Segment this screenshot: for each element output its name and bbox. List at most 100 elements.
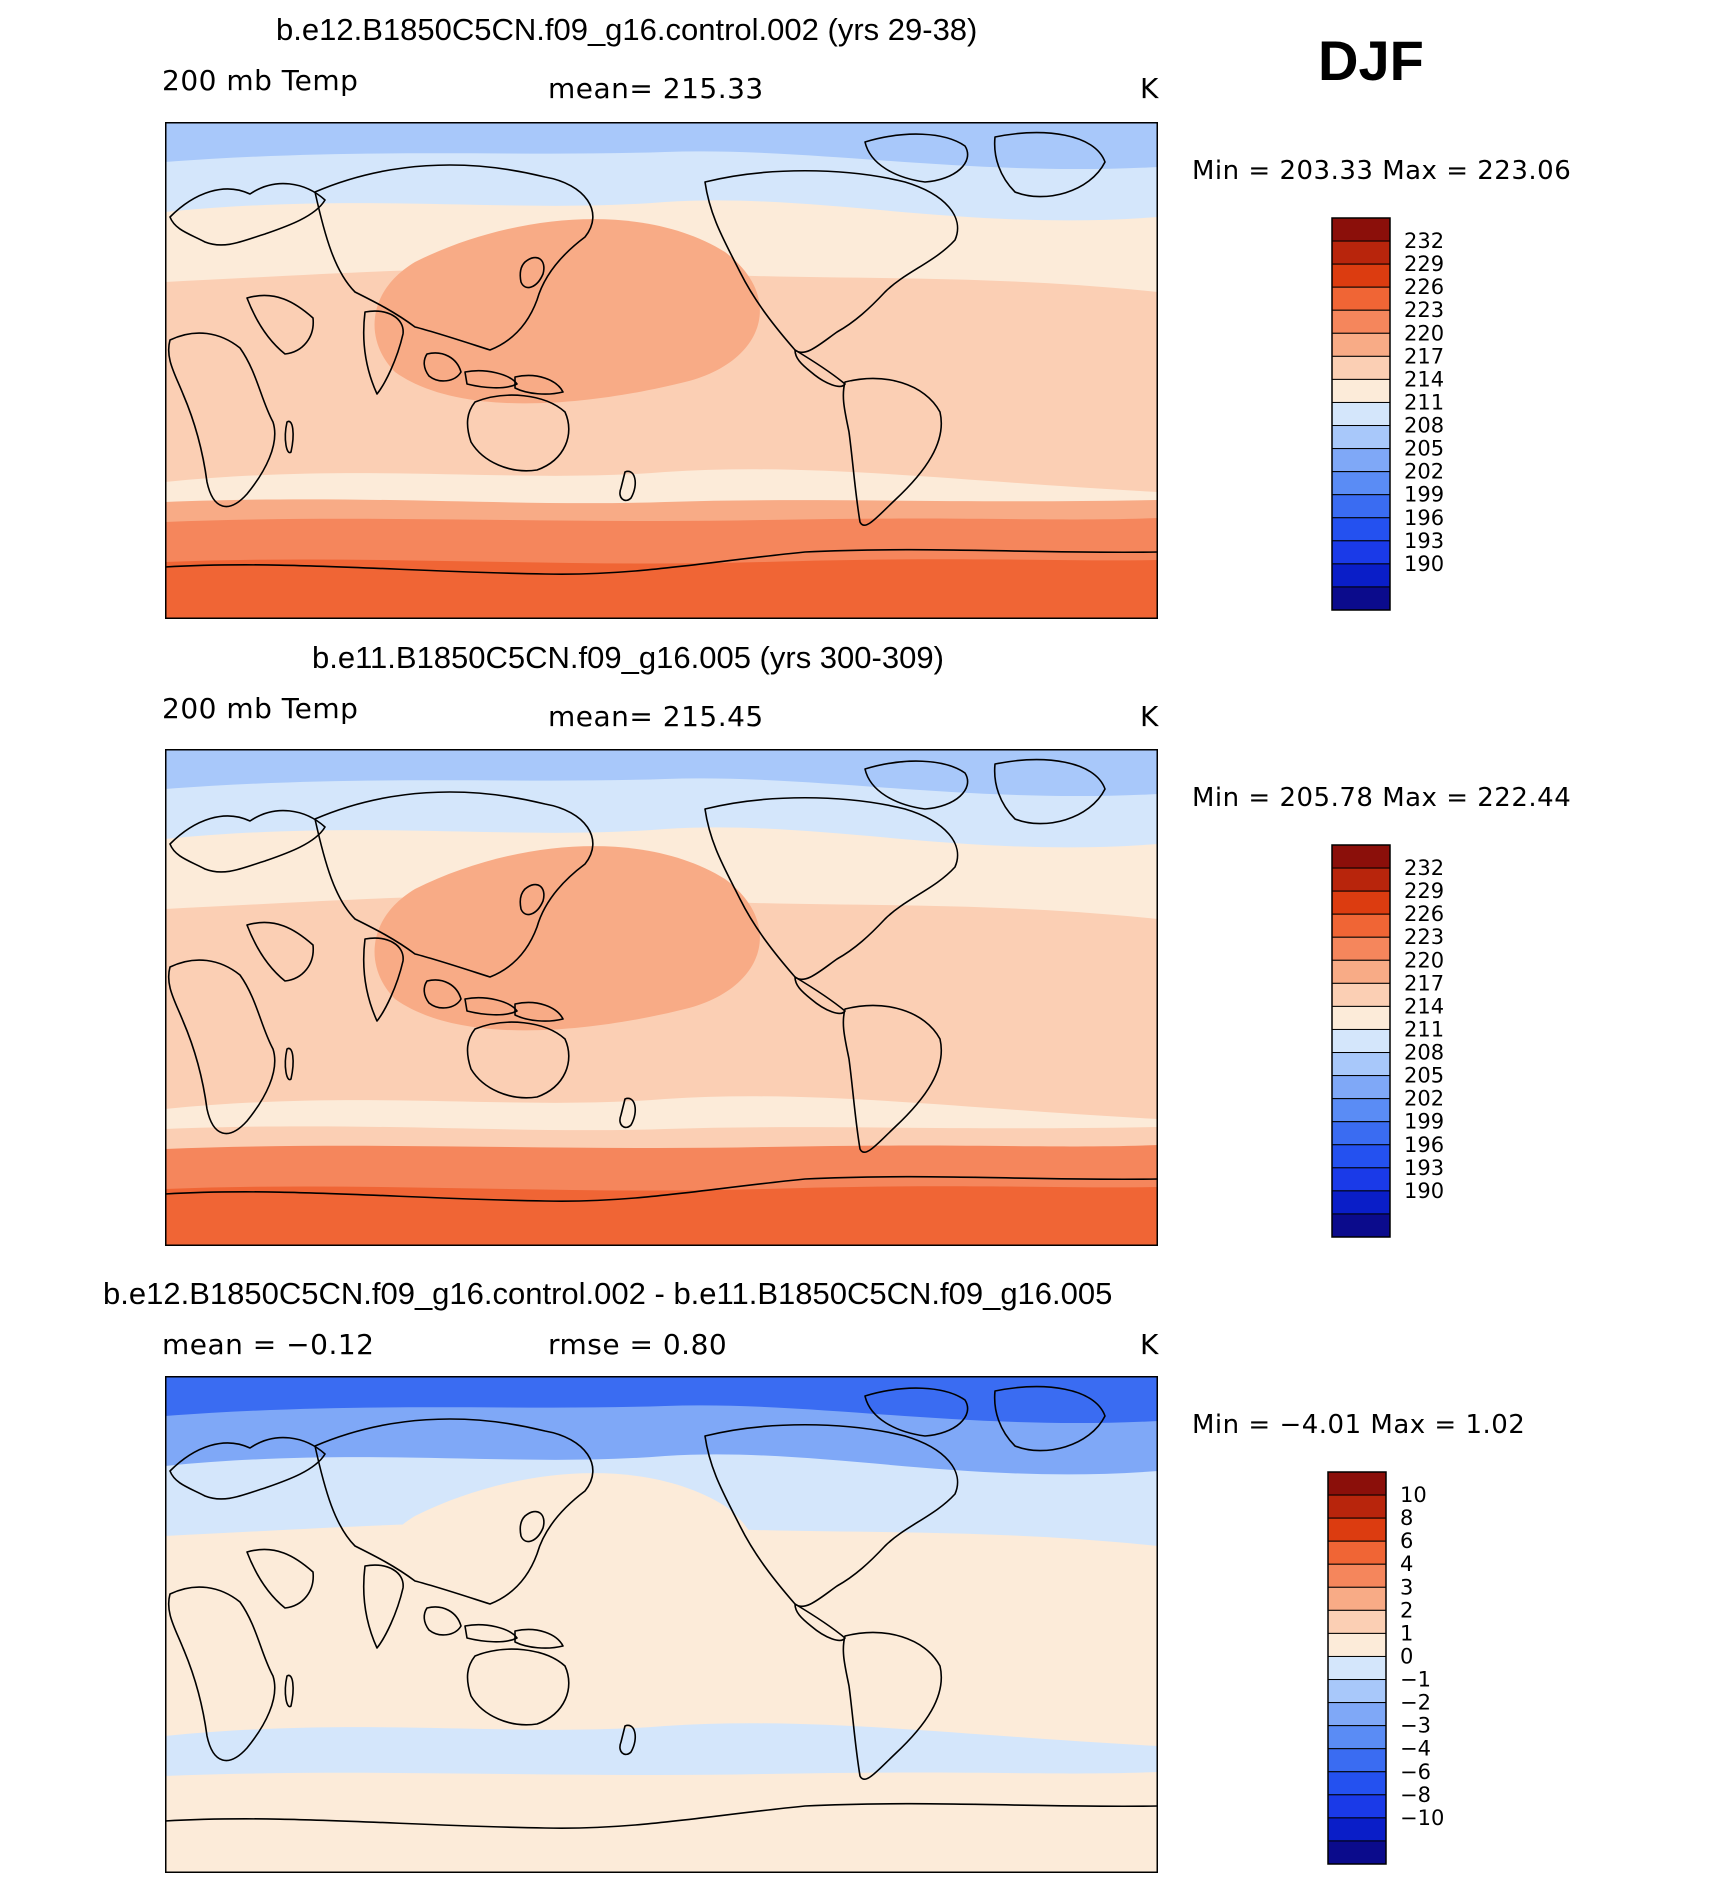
- panel-1-colorbar-tick-label: 196: [1404, 506, 1444, 530]
- panel-3-colorbar-tick-label: 8: [1400, 1506, 1413, 1530]
- panel-3-title: b.e12.B1850C5CN.f09_g16.control.002 - b.…: [103, 1276, 1113, 1311]
- panel-3-coastline-4: [246, 1548, 314, 1609]
- panel-1-colorbar-tick-label: 199: [1404, 483, 1444, 507]
- panel-3-colorbar-tick-label: −10: [1400, 1806, 1444, 1830]
- panel-2-colorbar-block-8: [1331, 1005, 1391, 1030]
- panel-2-coastline-3: [169, 809, 326, 873]
- panel-1-coastline-7: [519, 256, 545, 289]
- panel-3-band-core: [374, 1473, 760, 1658]
- panel-1-map: [165, 122, 1158, 619]
- panel-2-colorbar-block-15: [1331, 1167, 1391, 1192]
- panel-2-minmax: Min = 205.78 Max = 222.44: [1192, 783, 1572, 813]
- panel-1-mean-label: mean= 215.33: [548, 72, 764, 105]
- panel-2-coastline-7: [519, 883, 545, 916]
- panel-1-colorbar-tick-label: 232: [1404, 229, 1444, 253]
- panel-3-coastline-11: [466, 1648, 570, 1726]
- panel-2-coastline-2: [284, 1047, 294, 1081]
- panel-2-coastline-9: [464, 996, 518, 1016]
- panel-2-coastline-18: [165, 1175, 1158, 1202]
- panel-1-band-core: [374, 219, 760, 404]
- panel-3-map-svg: [165, 1376, 1158, 1873]
- panel-2-colorbar-tick-label: 193: [1404, 1156, 1444, 1180]
- panel-2-colorbar-block-9: [1331, 1028, 1391, 1054]
- panel-2-band-core: [374, 846, 760, 1031]
- panel-3-colorbar-tick-label: 0: [1400, 1644, 1413, 1668]
- panel-1-colorbar-tick-label: 193: [1404, 529, 1444, 553]
- panel-1-coastlines: [165, 131, 1158, 575]
- panel-2-coastline-16: [794, 976, 846, 1015]
- panel-3-colorbar-block-14: [1327, 1771, 1387, 1796]
- panel-1-colorbar-block-14: [1331, 517, 1391, 542]
- panel-3-coastline-8: [423, 1606, 462, 1636]
- panel-1-colorbar-tick-label: 190: [1404, 552, 1444, 576]
- panel-1-colorbar-block-11: [1331, 448, 1391, 473]
- panel-3-colorbar-tick-label: −6: [1400, 1760, 1431, 1784]
- panel-1-coastline-13: [704, 170, 959, 354]
- panel-3-colorbar-tick-label: 1: [1400, 1621, 1413, 1645]
- panel-3-colorbar-block-8: [1327, 1632, 1387, 1657]
- panel-2-coastline-13: [704, 797, 959, 981]
- panel-3-colorbar-block-12: [1327, 1725, 1387, 1750]
- panel-1-colorbar-block-15: [1331, 540, 1391, 565]
- panel-1-colorbar-block-13: [1331, 494, 1391, 519]
- panel-2-colorbar-tick-label: 214: [1404, 994, 1444, 1018]
- panel-2-colorbar-block-5: [1331, 936, 1391, 961]
- panel-1-colorbar-tick-label: 220: [1404, 321, 1444, 345]
- panel-2-colorbar-tick-label: 208: [1404, 1041, 1444, 1065]
- panel-3-coastline-9: [464, 1623, 518, 1643]
- panel-3-colorbar-tick-label: −4: [1400, 1737, 1431, 1761]
- panel-3-colorbar-tick-label: 2: [1400, 1598, 1413, 1622]
- panel-1-coastline-5: [362, 310, 404, 395]
- panel-3-colorbar-tick-label: −1: [1400, 1668, 1431, 1692]
- panel-3-colorbar-block-5: [1327, 1563, 1387, 1588]
- panel-1-colorbar-tick-label: 229: [1404, 252, 1444, 276]
- panel-1-coastline-4: [246, 294, 314, 355]
- panel-3-colorbar-tick-label: −3: [1400, 1714, 1431, 1738]
- panel-2-coastline-12: [619, 1097, 637, 1129]
- panel-1-coastline-1: [167, 332, 276, 508]
- panel-1-colorbar-svg: 2322292262232202172142112082052021991961…: [1331, 217, 1444, 611]
- panel-2-colorbar-tick-label: 190: [1404, 1179, 1444, 1203]
- panel-2-colorbar-tick-label: 226: [1404, 902, 1444, 926]
- panel-2-coastline-1: [167, 959, 276, 1135]
- panel-1-colorbar-block-17: [1331, 586, 1391, 611]
- panel-3-map: [165, 1376, 1158, 1873]
- panel-3-colorbar-tick-label: 6: [1400, 1529, 1413, 1553]
- panel-1-colorbar-tick-label: 211: [1404, 390, 1444, 414]
- panel-2-units-label: K: [1140, 700, 1159, 733]
- panel-2-coastline-8: [423, 979, 462, 1009]
- panel-3-colorbar-block-2: [1327, 1494, 1387, 1519]
- panel-1-variable-label: 200 mb Temp: [162, 64, 359, 97]
- panel-3-colorbar: 10 8 6 4 3 2 1 0 −1 −2 −3 −4 −6 −8 −10: [1327, 1471, 1628, 1872]
- panel-2-band-antarctic: [165, 1186, 1158, 1246]
- panel-3-coastline-14: [864, 1387, 969, 1437]
- panel-1-colorbar-tick-label: 205: [1404, 437, 1444, 461]
- panel-1-colorbar-tick-label: 226: [1404, 275, 1444, 299]
- panel-2-colorbar-block-12: [1331, 1098, 1391, 1123]
- panel-3-coastline-3: [169, 1436, 326, 1500]
- panel-1-coastline-6: [314, 164, 594, 351]
- panel-3-rmse-label: rmse = 0.80: [548, 1328, 728, 1361]
- panel-3-colorbar-block-16: [1327, 1817, 1387, 1842]
- panel-1-colorbar-block-9: [1331, 401, 1391, 427]
- panel-1-coastline-15: [993, 131, 1106, 198]
- panel-2-colorbar-tick-label: 196: [1404, 1133, 1444, 1157]
- panel-1-colorbar-block-2: [1331, 240, 1391, 265]
- panel-2-colorbar-tick-label: 199: [1404, 1110, 1444, 1134]
- panel-3-coastline-2: [284, 1674, 294, 1708]
- panel-3-colorbar-block-3: [1327, 1517, 1387, 1542]
- panel-2-coastlines: [165, 758, 1158, 1202]
- panel-1-colorbar-block-7: [1331, 355, 1391, 380]
- panel-1-coastline-3: [169, 182, 326, 246]
- panel-3-coastline-16: [794, 1603, 846, 1642]
- panel-1-colorbar-block-6: [1331, 332, 1391, 357]
- panel-1-colorbar-tick-label: 217: [1404, 344, 1444, 368]
- panel-3-colorbar-tick-label: 3: [1400, 1575, 1413, 1599]
- panel-1-colorbar-block-10: [1331, 425, 1391, 450]
- panel-1-colorbar-tick-label: 208: [1404, 414, 1444, 438]
- panel-1-colorbar-block-4: [1331, 286, 1391, 311]
- panel-2-coastline-11: [466, 1021, 570, 1099]
- panel-3-colorbar-tick-label: −2: [1400, 1691, 1431, 1715]
- panel-2-coastline-14: [864, 760, 969, 810]
- panel-2-colorbar-block-16: [1331, 1190, 1391, 1215]
